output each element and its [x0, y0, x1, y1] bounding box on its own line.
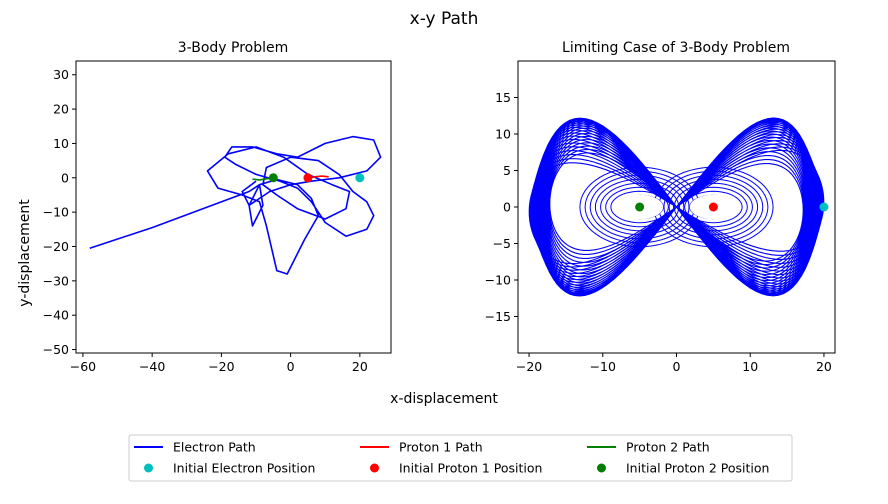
y-tick-label: −10 [485, 273, 511, 288]
x-tick-label: −60 [70, 359, 96, 374]
plot-area [528, 117, 829, 297]
y-tick-label: 5 [503, 163, 511, 178]
subplot-title: 3-Body Problem [178, 40, 289, 56]
marker-initial-proton-1-position [303, 173, 313, 183]
x-tick-label: 0 [287, 359, 295, 374]
x-tick-label: −10 [590, 359, 616, 374]
subplot-limiting-case: Limiting Case of 3-Body Problem −20 −10 0 1… [485, 40, 836, 374]
x-tick-label: −20 [208, 359, 234, 374]
legend-marker-swatch [370, 463, 379, 473]
x-axis-label: x-displacement [390, 391, 498, 407]
marker-initial-electron-position [819, 202, 829, 212]
legend-label: Proton 2 Path [626, 440, 710, 455]
y-tick-label: 15 [495, 90, 511, 105]
subplot-title: Limiting Case of 3-Body Problem [562, 40, 790, 56]
y-tick-label: −15 [485, 309, 511, 324]
y-tick-label: 10 [53, 136, 69, 151]
legend-label: Electron Path [173, 440, 256, 455]
legend-marker-swatch [144, 463, 153, 473]
y-tick-label: 10 [495, 127, 511, 142]
y-tick-label: 0 [61, 170, 69, 185]
x-tick-label: −20 [516, 359, 542, 374]
subplot-3-body: 3-Body Problem −60 −40 −20 0 20 −50 −40 −30 −20 −… [43, 40, 392, 374]
y-tick-label: −20 [43, 239, 69, 254]
axes-frame [75, 60, 392, 354]
y-tick-label: −50 [43, 342, 69, 357]
y-tick-label: −40 [43, 308, 69, 323]
legend-label: Initial Proton 2 Position [626, 461, 769, 476]
legend-frame [128, 434, 793, 482]
x-tick-label: 20 [352, 359, 368, 374]
legend-marker-swatch [597, 463, 606, 473]
marker-initial-proton-2-position [635, 202, 645, 212]
marker-initial-electron-position [355, 173, 365, 183]
series-line-electron-path [89, 135, 382, 275]
legend-label: Initial Proton 1 Position [399, 461, 542, 476]
figure-eight-loops [528, 117, 825, 297]
series-line-electron-path [528, 117, 825, 297]
y-tick-label: −30 [43, 273, 69, 288]
y-tick-label: 20 [53, 102, 69, 117]
marker-initial-proton-1-position [708, 202, 718, 212]
x-tick-label: −40 [139, 359, 165, 374]
legend-label: Proton 1 Path [399, 440, 483, 455]
figure-title: x-y Path [410, 9, 479, 29]
y-tick-label: 0 [503, 200, 511, 215]
x-tick-label: 0 [673, 359, 681, 374]
legend: Electron Path Initial Electron Position Pr… [128, 434, 793, 482]
x-tick-label: 10 [742, 359, 758, 374]
legend-label: Initial Electron Position [173, 461, 315, 476]
marker-initial-proton-2-position [268, 173, 278, 183]
y-tick-label: −10 [43, 205, 69, 220]
y-axis-label: y-displacement [17, 199, 33, 307]
y-tick-label: 30 [53, 67, 69, 82]
y-tick-label: −5 [493, 236, 511, 251]
x-tick-label: 20 [816, 359, 832, 374]
plot-area [89, 135, 382, 275]
